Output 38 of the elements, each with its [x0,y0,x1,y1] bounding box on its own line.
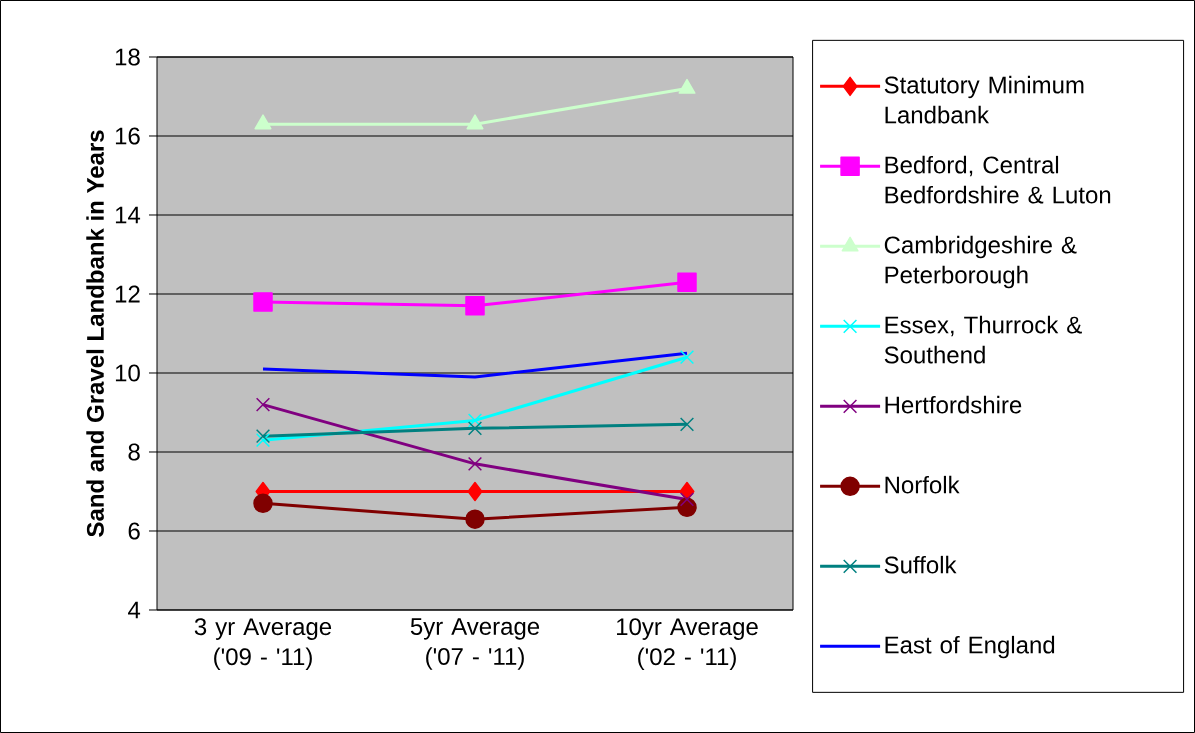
y-tick-label: 4 [128,601,141,619]
y-tick-label: 14 [115,206,141,224]
point [255,433,271,448]
legend-label: Suffolk [884,555,957,574]
y-tick-label: 18 [115,48,140,66]
legend-label: Norfolk [885,475,960,494]
point [467,421,483,436]
point [255,429,271,444]
legend-label: Statutory Minimum Landbank [884,75,1084,124]
y-tick-label: 10 [115,364,140,382]
x-tick-label: 5yr Average ('07 - '11) [410,618,540,670]
legend-label: Bedford, Central Bedfordshire & Luton [885,155,1111,204]
point [253,493,273,514]
y-tick-label: 6 [128,522,140,540]
point [679,417,695,432]
point [253,292,273,312]
point [255,397,271,412]
point [467,413,483,428]
x-tick-label: 10yr Average ('02 - '11) [617,618,758,670]
point [465,509,485,529]
point [677,272,697,292]
y-tick-label: 12 [115,285,140,303]
y-axis-title: Sand and Gravel Landbank in Years [86,130,104,537]
point [467,481,483,502]
point [465,296,485,316]
legend-label: Cambridgeshire & Peterborough [884,235,1077,289]
point [678,78,696,94]
legend-label: Hertfordshire [885,395,1022,414]
x-tick-label: 3 yr Average ('09 - '11) [194,618,332,670]
point [467,456,483,471]
legend-label: Essex, Thurrock & Southend [884,315,1082,364]
point [466,114,484,130]
legend-label: East of England [885,635,1055,659]
point [254,114,272,130]
y-tick-label: 8 [128,443,140,461]
y-tick-label: 16 [115,127,140,145]
point [679,350,695,365]
point [679,492,695,507]
